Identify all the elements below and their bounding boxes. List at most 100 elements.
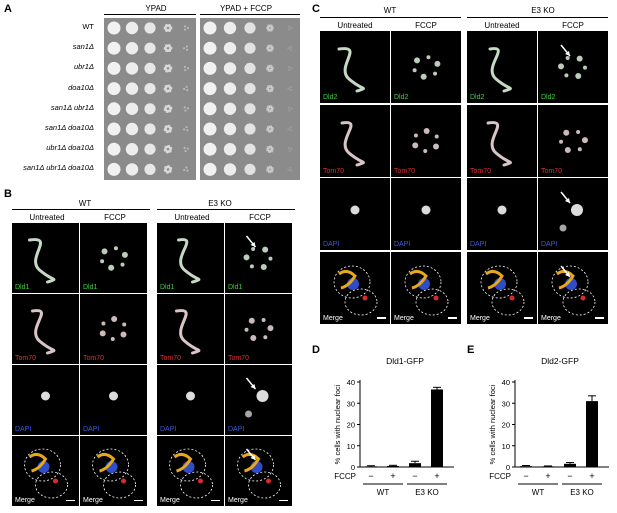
mito-merge — [509, 295, 515, 300]
colony-dot — [267, 89, 271, 93]
growth-spot — [144, 103, 156, 115]
micrograph — [28, 238, 56, 284]
colony-dot — [164, 44, 169, 48]
panel-label-e: E — [467, 344, 475, 356]
y-tick-label: 20 — [347, 421, 355, 430]
strain-label: WT — [82, 22, 94, 31]
colony-dot — [183, 28, 187, 31]
panel-b-image-tom70: Tom70 — [225, 294, 292, 364]
chart-dld2-gfp: Dld2-GFP 0 10 20 30 40 % cells with nuclear fo… — [488, 356, 609, 497]
channel-label: DAPI — [541, 241, 558, 248]
nucleus — [497, 205, 507, 215]
nucleus — [109, 391, 118, 401]
colony-dot — [164, 64, 169, 68]
colony-dot — [163, 148, 167, 152]
growth-spot — [144, 143, 156, 155]
colony-dot — [185, 166, 188, 169]
strain-label: san1Δ — [72, 42, 94, 52]
bar — [387, 465, 399, 467]
panel-c-image-dapi: DAPI — [467, 178, 537, 250]
fragment — [267, 325, 274, 332]
colony-dot — [270, 167, 274, 171]
arrow-icon — [565, 198, 570, 203]
colony-dot — [186, 147, 189, 150]
channel-label: Tom70 — [83, 355, 105, 362]
colony-dot — [289, 48, 292, 51]
group-e3ko-label: E3 KO — [531, 6, 555, 15]
growth-spot — [125, 21, 139, 35]
fragment — [420, 73, 427, 80]
micrograph — [350, 205, 360, 215]
cell-outline — [237, 448, 274, 482]
micrograph — [186, 391, 195, 401]
growth-spot — [223, 163, 237, 176]
fragment — [120, 262, 125, 267]
growth-spot — [203, 102, 217, 116]
colony-dot — [165, 24, 169, 28]
colony-dot — [167, 44, 171, 48]
micrograph — [243, 235, 273, 270]
colony-dot — [167, 69, 172, 73]
growth-spot — [223, 82, 237, 95]
column-header: FCCP — [562, 21, 584, 30]
micrograph — [100, 246, 128, 271]
colony-dot — [163, 128, 167, 132]
colony-dot — [290, 26, 293, 30]
mito-merge — [198, 478, 203, 484]
growth-spot — [203, 162, 217, 176]
colony-dot — [287, 47, 290, 50]
category-label: + — [390, 471, 395, 481]
colony-dot — [165, 28, 169, 32]
channel-label: Dld2 — [394, 94, 409, 101]
strain-label: san1Δ doa10Δ — [45, 123, 94, 132]
mito-merge — [409, 269, 428, 289]
colony-dot — [165, 170, 170, 174]
colony-dot — [167, 104, 171, 108]
micrograph — [175, 309, 201, 355]
colony-dot — [168, 89, 172, 93]
channel-label: DAPI — [15, 426, 32, 433]
colony-dot — [163, 168, 167, 172]
fragment — [412, 68, 417, 73]
fragment — [433, 71, 438, 76]
colony-dot — [289, 126, 292, 129]
growth-spot — [107, 61, 121, 75]
micrograph — [480, 265, 525, 315]
cell-outline — [415, 288, 449, 315]
column-header: Untreated — [337, 21, 373, 30]
fragment — [249, 264, 254, 269]
fragment — [413, 133, 418, 138]
mitochondria — [337, 47, 365, 93]
scale-bar — [595, 317, 604, 319]
micrograph — [486, 120, 512, 166]
panel-c-image-tom70: Tom70 — [320, 104, 390, 177]
fragment — [558, 63, 565, 70]
group-wt-label: WT — [78, 199, 92, 208]
colony-dot — [168, 129, 172, 133]
panel-c-image-merge: Merge — [391, 251, 461, 324]
colony-dot — [268, 145, 273, 149]
channel-label: DAPI — [228, 426, 245, 433]
colony-dot — [287, 87, 290, 90]
panel-b-image-dld1: Dld1 — [12, 223, 79, 293]
scale-bar — [66, 499, 75, 501]
colony-dot — [186, 26, 190, 30]
cell-outline — [169, 448, 206, 482]
colony-dot — [290, 129, 293, 132]
channel-label: Dld2 — [470, 94, 485, 101]
colony-dot — [287, 128, 290, 131]
cell-outline — [333, 265, 371, 298]
colony-dot — [288, 28, 291, 31]
mito-merge — [362, 295, 368, 300]
mitochondria — [340, 120, 365, 166]
colony-dot — [184, 109, 187, 112]
growth-spot — [203, 142, 217, 156]
growth-spot — [244, 62, 256, 74]
colony-dot — [290, 107, 293, 110]
fragment — [101, 248, 108, 255]
panel-label-c: C — [312, 3, 320, 15]
colony-dot — [269, 24, 273, 28]
cell-outline — [491, 288, 525, 315]
group-label: WT — [377, 488, 390, 497]
fragment — [575, 72, 582, 79]
